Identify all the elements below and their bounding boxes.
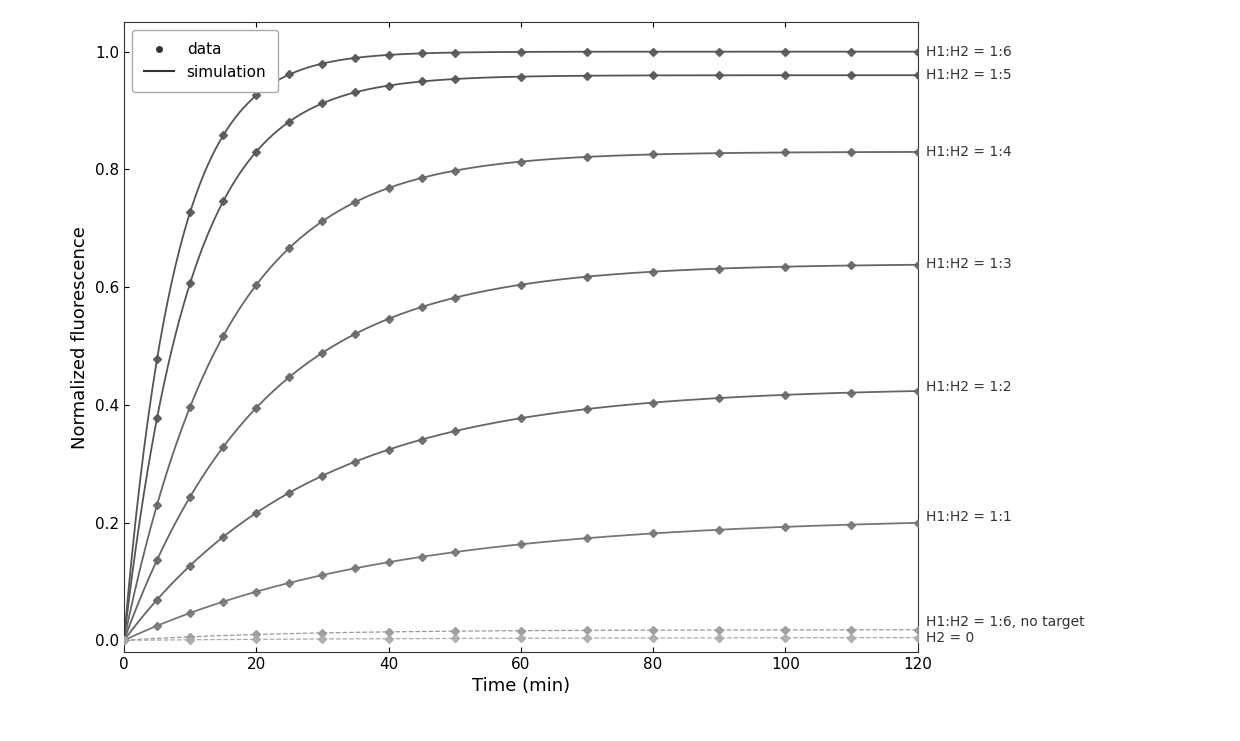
- Text: H1:H2 = 1:4: H1:H2 = 1:4: [926, 144, 1012, 159]
- X-axis label: Time (min): Time (min): [471, 677, 570, 696]
- Text: H1:H2 = 1:5: H1:H2 = 1:5: [926, 68, 1012, 82]
- Text: H1:H2 = 1:1: H1:H2 = 1:1: [926, 510, 1012, 524]
- Text: H1:H2 = 1:3: H1:H2 = 1:3: [926, 256, 1012, 270]
- Legend: data, simulation: data, simulation: [131, 30, 279, 92]
- Text: H1:H2 = 1:2: H1:H2 = 1:2: [926, 380, 1012, 394]
- Text: H1:H2 = 1:6: H1:H2 = 1:6: [926, 44, 1012, 59]
- Text: H1:H2 = 1:6, no target
H2 = 0: H1:H2 = 1:6, no target H2 = 0: [926, 614, 1085, 645]
- Y-axis label: Normalized fluorescence: Normalized fluorescence: [72, 226, 89, 448]
